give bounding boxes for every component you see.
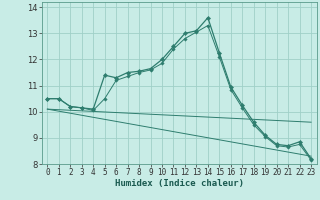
X-axis label: Humidex (Indice chaleur): Humidex (Indice chaleur) bbox=[115, 179, 244, 188]
